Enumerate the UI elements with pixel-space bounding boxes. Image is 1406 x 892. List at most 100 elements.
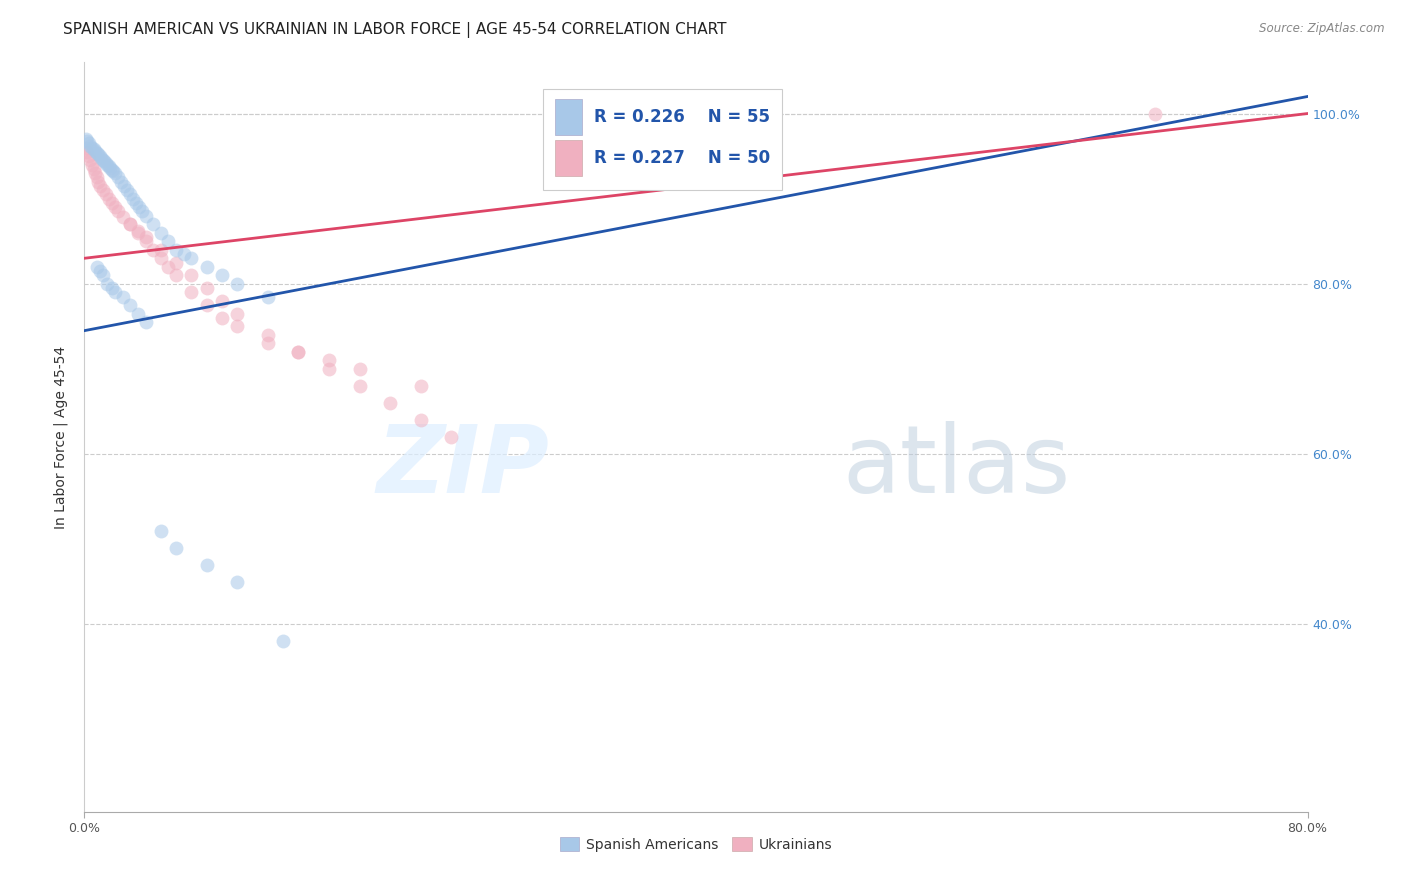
Y-axis label: In Labor Force | Age 45-54: In Labor Force | Age 45-54 bbox=[53, 345, 69, 529]
Point bbox=[211, 310, 233, 325]
Point bbox=[142, 243, 165, 257]
Point bbox=[89, 264, 111, 278]
Point bbox=[195, 260, 218, 274]
Point bbox=[131, 204, 153, 219]
Point bbox=[349, 379, 371, 393]
Text: SPANISH AMERICAN VS UKRAINIAN IN LABOR FORCE | AGE 45-54 CORRELATION CHART: SPANISH AMERICAN VS UKRAINIAN IN LABOR F… bbox=[63, 22, 727, 38]
Point bbox=[257, 336, 280, 351]
Point bbox=[120, 217, 142, 231]
Text: atlas: atlas bbox=[842, 421, 1071, 513]
Point bbox=[149, 226, 172, 240]
Point bbox=[127, 226, 149, 240]
Point bbox=[89, 149, 111, 163]
Point bbox=[318, 362, 340, 376]
Point bbox=[107, 170, 129, 185]
Text: R = 0.227    N = 50: R = 0.227 N = 50 bbox=[595, 149, 770, 167]
Point bbox=[94, 156, 117, 170]
Point bbox=[91, 183, 114, 197]
Point bbox=[86, 170, 108, 185]
Point bbox=[104, 166, 127, 180]
Point bbox=[101, 162, 124, 177]
Point bbox=[180, 252, 202, 266]
Point bbox=[86, 260, 108, 274]
Point bbox=[91, 268, 114, 283]
Point bbox=[87, 175, 110, 189]
Point bbox=[97, 192, 120, 206]
Point bbox=[165, 255, 187, 269]
Point bbox=[75, 140, 97, 154]
Bar bbox=[555, 99, 582, 135]
Point bbox=[271, 634, 294, 648]
Legend: Spanish Americans, Ukrainians: Spanish Americans, Ukrainians bbox=[554, 831, 838, 857]
Bar bbox=[555, 140, 582, 176]
Point bbox=[165, 243, 187, 257]
Point bbox=[195, 281, 218, 295]
Point bbox=[257, 327, 280, 342]
Point bbox=[226, 277, 249, 291]
Point bbox=[80, 158, 103, 172]
Point bbox=[110, 175, 132, 189]
Point bbox=[135, 315, 157, 329]
Point bbox=[120, 187, 142, 202]
Point bbox=[257, 289, 280, 303]
Point bbox=[101, 195, 124, 210]
Point bbox=[211, 293, 233, 308]
Point bbox=[107, 204, 129, 219]
Point bbox=[287, 345, 309, 359]
Point bbox=[97, 159, 120, 173]
Point bbox=[226, 574, 249, 589]
Point bbox=[287, 345, 309, 359]
Point bbox=[165, 268, 187, 283]
Point bbox=[409, 379, 432, 393]
Point bbox=[226, 319, 249, 334]
Point bbox=[1143, 106, 1166, 120]
Point bbox=[96, 158, 118, 172]
Point bbox=[75, 132, 97, 146]
Point bbox=[103, 164, 125, 178]
Point bbox=[77, 149, 100, 163]
Point bbox=[211, 268, 233, 283]
Point bbox=[135, 234, 157, 248]
Point bbox=[122, 192, 145, 206]
Point bbox=[79, 153, 101, 168]
Point bbox=[195, 558, 218, 572]
Point bbox=[149, 243, 172, 257]
FancyBboxPatch shape bbox=[543, 88, 782, 190]
Point bbox=[98, 161, 121, 175]
Point bbox=[79, 139, 101, 153]
Point bbox=[120, 298, 142, 312]
Point bbox=[173, 247, 195, 261]
Point bbox=[226, 307, 249, 321]
Point bbox=[135, 209, 157, 223]
Text: R = 0.226    N = 55: R = 0.226 N = 55 bbox=[595, 108, 770, 126]
Point bbox=[89, 178, 111, 193]
Point bbox=[127, 224, 149, 238]
Text: Source: ZipAtlas.com: Source: ZipAtlas.com bbox=[1260, 22, 1385, 36]
Point bbox=[409, 413, 432, 427]
Point bbox=[180, 285, 202, 300]
Point bbox=[76, 134, 98, 148]
Point bbox=[80, 140, 103, 154]
Point bbox=[104, 200, 127, 214]
Point bbox=[318, 353, 340, 368]
Point bbox=[83, 161, 105, 176]
Point bbox=[195, 298, 218, 312]
Point bbox=[135, 230, 157, 244]
Point bbox=[83, 142, 105, 156]
Point bbox=[96, 277, 118, 291]
Point bbox=[127, 307, 149, 321]
Text: ZIP: ZIP bbox=[377, 421, 550, 513]
Point bbox=[157, 234, 180, 248]
Point bbox=[349, 362, 371, 376]
Point bbox=[149, 252, 172, 266]
Point bbox=[120, 217, 142, 231]
Point bbox=[125, 195, 148, 210]
Point bbox=[142, 217, 165, 231]
Point bbox=[91, 153, 114, 167]
Point bbox=[440, 430, 463, 444]
Point bbox=[149, 524, 172, 538]
Point bbox=[84, 144, 107, 158]
Point bbox=[77, 136, 100, 151]
Point bbox=[180, 268, 202, 283]
Point bbox=[76, 145, 98, 159]
